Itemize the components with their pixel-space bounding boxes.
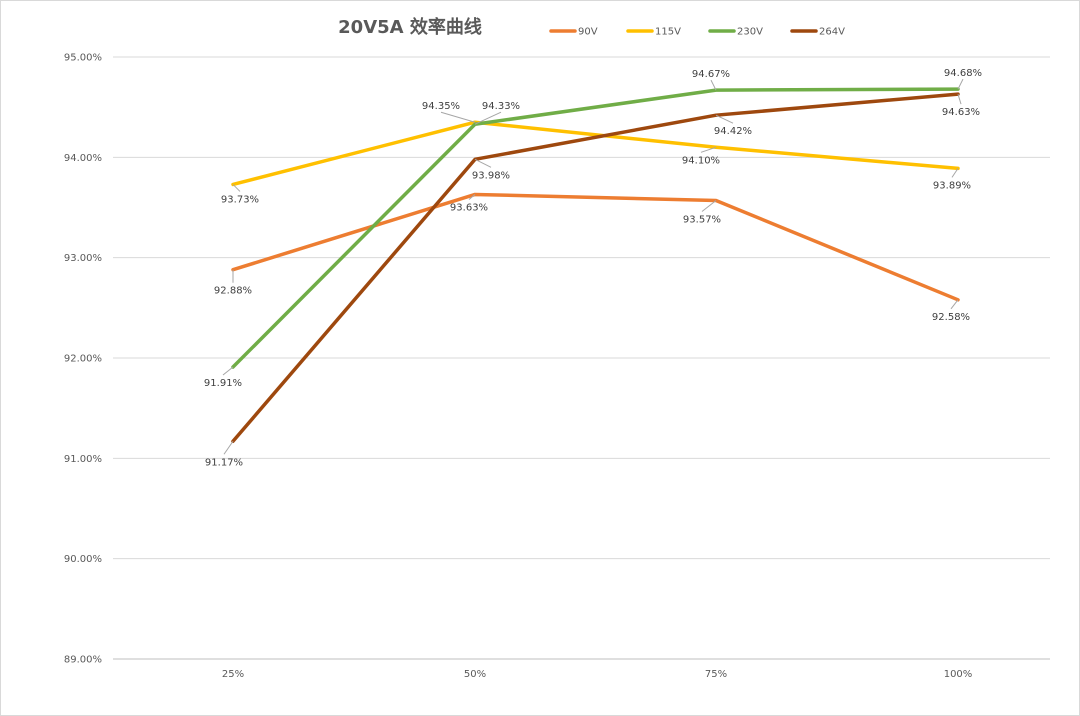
label-leader-line (440, 111, 476, 123)
y-tick-label: 91.00% (64, 454, 102, 465)
chart-title: 20V5A 效率曲线 (338, 16, 482, 38)
label-leader-line (474, 111, 502, 125)
label-leader-line (951, 168, 959, 178)
legend: 90V 115V 230V 264V (549, 27, 845, 38)
data-label-115v: 94.35% (422, 101, 460, 112)
label-leader-line (222, 366, 234, 376)
y-axis-ticks: 89.00% 90.00% 91.00% 92.00% 93.00% 94.00% 95.0… (64, 53, 102, 666)
y-tick-label: 92.00% (64, 354, 102, 365)
label-leader-line (950, 299, 959, 310)
data-label-230v: 94.33% (482, 101, 520, 112)
y-tick-label: 95.00% (64, 53, 102, 64)
data-label-264v: 91.17% (205, 457, 243, 468)
label-leader-lines (222, 78, 964, 455)
data-label-230v: 94.68% (944, 68, 982, 79)
x-tick-label: 75% (705, 669, 727, 680)
legend-label-115v: 115V (655, 27, 681, 38)
label-leader-line (700, 146, 717, 153)
data-label-264v: 94.63% (942, 107, 980, 118)
series-line-90v (231, 192, 960, 302)
label-leader-line (223, 440, 234, 455)
label-leader-line (957, 78, 964, 90)
legend-label-90v: 90V (578, 27, 598, 38)
y-tick-label: 93.00% (64, 253, 102, 264)
label-leader-line (474, 158, 492, 168)
gridlines (113, 56, 1050, 660)
legend-label-230v: 230V (737, 27, 763, 38)
series-line-264v (231, 92, 960, 444)
x-tick-label: 100% (944, 669, 973, 680)
x-axis-ticks: 25% 50% 75% 100% (222, 669, 972, 680)
data-label-230v: 94.67% (692, 69, 730, 80)
y-tick-label: 90.00% (64, 554, 102, 565)
label-leader-line (710, 79, 717, 91)
series-line-115v (231, 120, 960, 187)
data-label-230v: 91.91% (204, 378, 242, 389)
data-label-115v: 94.10% (682, 155, 720, 166)
legend-label-264v: 264V (819, 27, 845, 38)
data-label-264v: 94.42% (714, 126, 752, 137)
data-label-115v: 93.73% (221, 194, 259, 205)
series-lines (231, 87, 960, 444)
x-tick-label: 50% (464, 669, 486, 680)
y-tick-label: 89.00% (64, 655, 102, 666)
label-leader-line (957, 93, 962, 105)
series-line-230v (231, 87, 960, 369)
data-label-115v: 93.89% (933, 180, 971, 191)
label-leader-line (701, 200, 717, 212)
x-tick-label: 25% (222, 669, 244, 680)
data-label-90v: 92.58% (932, 312, 970, 323)
label-leader-line (468, 194, 476, 200)
label-leader-line (232, 184, 241, 192)
label-leader-line (715, 114, 734, 124)
data-labels: 92.88% 93.63% 93.57% 92.58% 93.73% 94.35% 94.1… (204, 68, 982, 468)
data-label-90v: 93.57% (683, 214, 721, 225)
data-label-90v: 92.88% (214, 286, 252, 297)
data-label-264v: 93.98% (472, 170, 510, 181)
data-label-90v: 93.63% (450, 202, 488, 213)
y-tick-label: 94.00% (64, 153, 102, 164)
